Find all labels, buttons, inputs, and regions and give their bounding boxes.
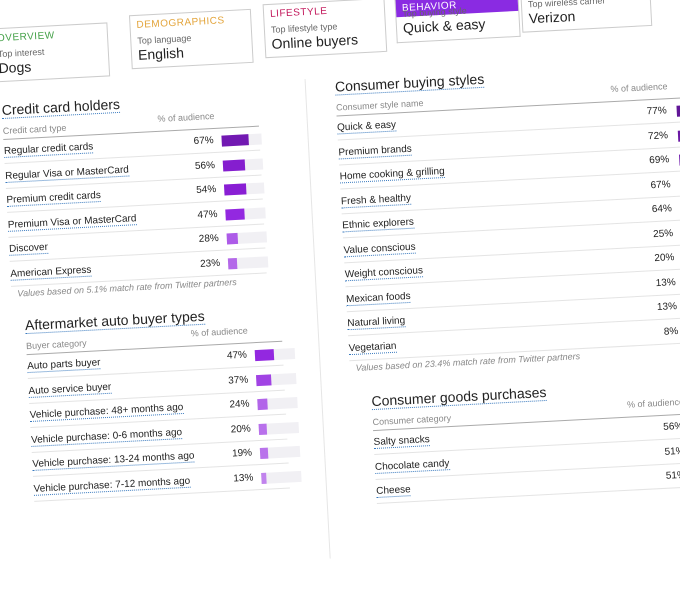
panel: Credit card holders Credit card type % of …	[1, 95, 269, 298]
row-value: 8%	[663, 325, 679, 338]
row-value: 51%	[664, 445, 680, 458]
row-name: Chocolate candy	[374, 457, 450, 474]
row-name: Vehicle purchase: 0-6 months ago	[30, 426, 183, 447]
row-name: Salty snacks	[373, 434, 431, 450]
tab[interactable]: OVERVIEW Top interest Dogs	[0, 22, 111, 83]
row-name: Mexican foods	[345, 290, 411, 306]
tab[interactable]: LIFESTYLE Top lifestyle type Online buyers	[262, 0, 388, 59]
row-value: 47%	[226, 349, 248, 362]
row-name: Premium Visa or MasterCard	[7, 212, 137, 232]
column-divider	[304, 79, 331, 559]
row-name: Natural living	[347, 315, 406, 331]
row-divider	[376, 484, 680, 504]
bar	[261, 472, 267, 484]
row-value: 69%	[648, 154, 670, 167]
row-value: 28%	[198, 232, 220, 245]
bar	[225, 208, 245, 220]
row-name: Vegetarian	[348, 340, 397, 355]
row-value: 72%	[647, 129, 669, 142]
row-value: 56%	[194, 159, 216, 172]
row-value: 20%	[654, 252, 675, 265]
row-value: 67%	[193, 135, 214, 148]
row-value: 25%	[652, 227, 674, 240]
row-name: Home cooking & grilling	[339, 165, 445, 184]
row-name: American Express	[10, 264, 92, 281]
row-name: Cheese	[375, 484, 411, 498]
row-value: 23%	[199, 257, 221, 270]
bar	[254, 349, 275, 362]
row-value: 56%	[662, 420, 680, 433]
column-header: Consumer style name	[335, 97, 424, 113]
tab[interactable]: MOBILE FOOTPRINTTop wireless carrierVeri…	[519, 0, 653, 33]
bar-track	[261, 470, 302, 484]
row-value: 64%	[651, 203, 673, 216]
row-value: 20%	[230, 422, 252, 436]
bar	[223, 183, 247, 196]
row-name: Premium brands	[338, 143, 413, 159]
bar	[676, 104, 680, 117]
tab-subtitle: Top interest	[0, 46, 45, 60]
column-header: % of audience	[157, 110, 215, 124]
row-value: 13%	[655, 276, 676, 289]
column-header: % of audience	[190, 325, 248, 339]
column-header: Buyer category	[25, 337, 87, 352]
row-name: Value conscious	[343, 241, 416, 257]
row-name: Quick & easy	[336, 119, 397, 135]
tab-value: Verizon	[528, 7, 576, 27]
bar	[226, 232, 239, 245]
tab[interactable]: DEMOGRAPHICS Top language English	[128, 8, 254, 70]
bar	[227, 257, 238, 269]
bar	[259, 447, 268, 460]
panel-title: Consumer buying styles	[334, 70, 485, 96]
bar	[258, 423, 268, 435]
tab-title: LIFESTYLE	[269, 5, 328, 20]
tab-title: OVERVIEW	[0, 30, 55, 45]
row-value: 77%	[646, 105, 667, 118]
panel-title: Aftermarket auto buyer types	[24, 307, 206, 335]
row-value: 13%	[233, 471, 254, 484]
panel: Consumer goods purchases Consumer categor…	[371, 383, 680, 504]
row-name: Vehicle purchase: 7-12 months ago	[33, 475, 191, 496]
tab-title: DEMOGRAPHICS	[136, 15, 225, 31]
row-name: Fresh & healthy	[340, 192, 412, 208]
row-name: Ethnic explorers	[342, 216, 415, 233]
tab-value: Online buyers	[271, 31, 359, 52]
panel: Consumer buying styles Consumer style nam…	[334, 69, 680, 373]
row-value: 19%	[231, 447, 253, 460]
column-header: Consumer category	[372, 412, 452, 428]
row-value: 37%	[227, 374, 249, 387]
panel-title: Consumer goods purchases	[371, 383, 547, 411]
row-value: 24%	[229, 398, 250, 411]
bar	[222, 158, 246, 172]
bar	[255, 373, 272, 386]
page: OVERVIEW Top interest Dogs DEMOGRAPHICS Top …	[0, 0, 680, 559]
row-name: Vehicle purchase: 48+ months ago	[29, 401, 184, 423]
panel-title: Credit card holders	[1, 95, 121, 120]
row-name: Premium credit cards	[6, 189, 102, 207]
column-header: % of audience	[626, 396, 680, 410]
panel: Aftermarket auto buyer types Buyer catego…	[24, 307, 302, 502]
tab-value: Dogs	[0, 58, 32, 77]
row-name: Weight conscious	[344, 265, 424, 282]
row-name: Regular credit cards	[3, 141, 94, 158]
row-name: Discover	[8, 241, 49, 256]
row-value: 47%	[197, 208, 218, 221]
tab-value: English	[137, 44, 185, 63]
row-value: 67%	[650, 178, 671, 191]
row-value: 13%	[656, 300, 678, 314]
tab-value: Quick & easy	[402, 15, 486, 36]
row-value: 54%	[195, 183, 217, 196]
bar	[257, 398, 268, 411]
row-name: Auto parts buyer	[26, 357, 101, 374]
column-header: Credit card type	[2, 122, 67, 137]
row-value: 51%	[665, 469, 680, 482]
column-header: % of audience	[610, 81, 668, 95]
row-name: Auto service buyer	[28, 381, 112, 398]
bar	[221, 134, 249, 147]
row-name: Regular Visa or MasterCard	[4, 163, 130, 183]
